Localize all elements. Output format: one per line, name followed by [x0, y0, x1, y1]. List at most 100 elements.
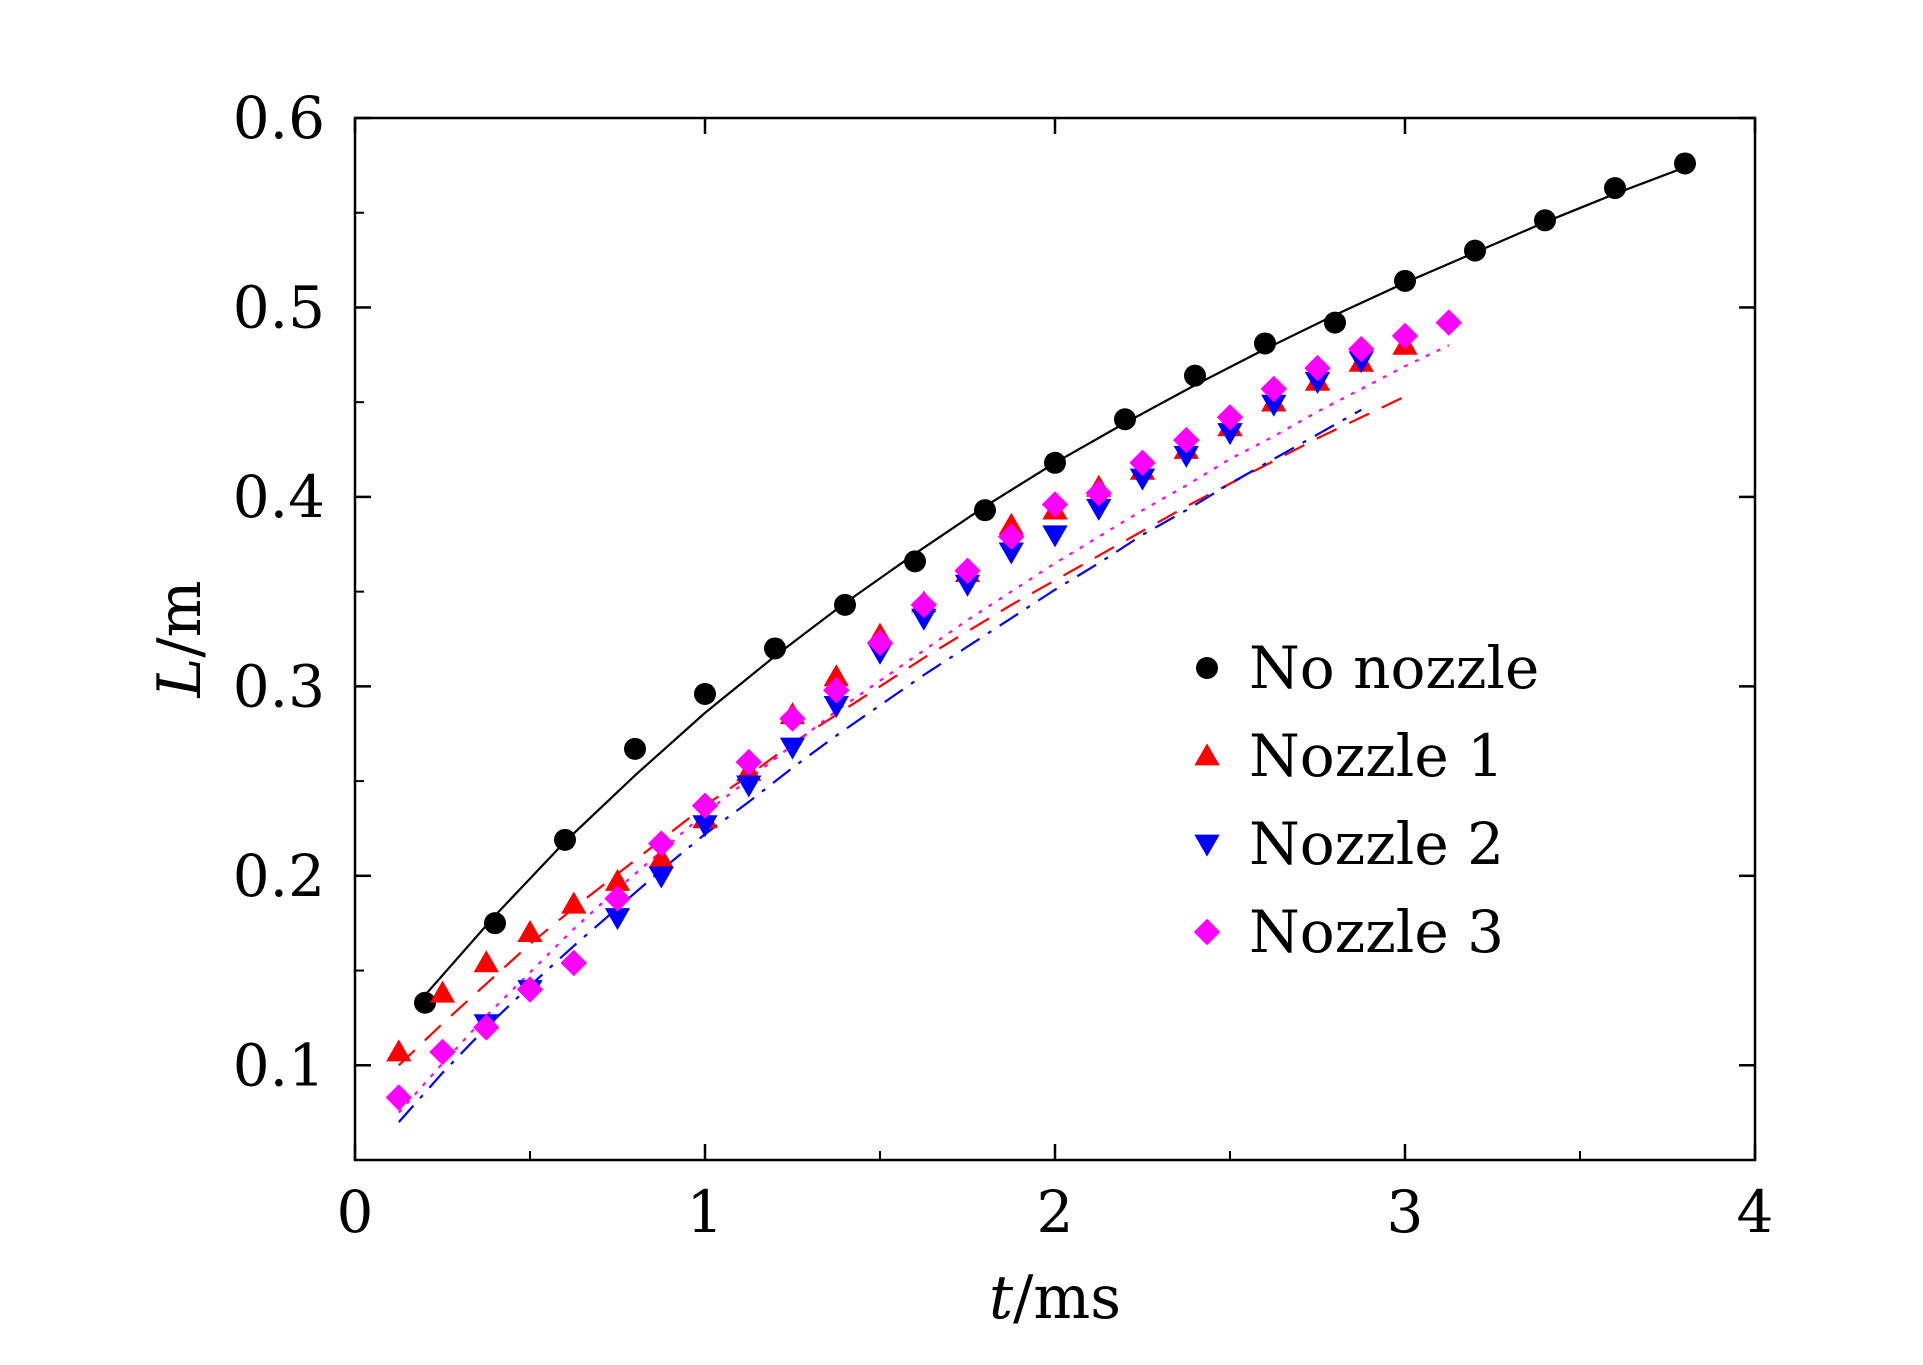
data-point-nozzle-1 — [386, 1039, 412, 1062]
y-tick-label: 0.4 — [233, 463, 325, 531]
data-point-no-nozzle — [484, 912, 506, 935]
data-point-nozzle-2 — [954, 574, 981, 597]
data-point-no-nozzle — [1464, 239, 1486, 262]
data-point-nozzle-3 — [1173, 426, 1200, 454]
data-point-nozzle-3 — [473, 1014, 500, 1041]
legend-item-no-nozzle: No nozzle — [1196, 634, 1539, 702]
data-point-nozzle-3 — [560, 949, 587, 977]
data-point-nozzle-2 — [1042, 525, 1068, 548]
data-point-nozzle-3 — [779, 705, 806, 732]
data-point-nozzle-1 — [561, 891, 587, 914]
data-point-no-nozzle — [1044, 451, 1066, 474]
data-point-nozzle-2 — [1261, 394, 1287, 417]
data-point-no-nozzle — [1604, 177, 1626, 200]
data-point-nozzle-2 — [998, 542, 1024, 565]
data-point-no-nozzle — [1184, 364, 1206, 387]
y-tick-label: 0.5 — [233, 273, 325, 341]
legend-label-nozzle-2: Nozzle 2 — [1249, 810, 1504, 878]
x-tick-label: 1 — [687, 1178, 724, 1246]
y-tick-label: 0.1 — [233, 1031, 325, 1099]
legend-item-nozzle-1: Nozzle 1 — [1194, 722, 1504, 790]
data-point-nozzle-1 — [517, 920, 543, 942]
data-point-no-nozzle — [1254, 332, 1276, 355]
data-point-no-nozzle — [624, 737, 646, 760]
data-point-nozzle-3 — [1304, 354, 1331, 382]
x-tick-label: 0 — [337, 1178, 374, 1246]
y-axis-label: L/m — [145, 581, 215, 699]
data-point-no-nozzle — [694, 682, 716, 705]
data-point-nozzle-3 — [1041, 491, 1069, 518]
fit-line-nozzle-2 — [397, 408, 1362, 1123]
x-axis-label-variable: t — [989, 1263, 1014, 1333]
x-tick-label: 3 — [1387, 1178, 1424, 1246]
data-point-nozzle-2 — [1217, 423, 1243, 446]
legend-marker-no-nozzle — [1196, 657, 1218, 679]
data-point-no-nozzle — [904, 550, 926, 573]
data-point-nozzle-3 — [1085, 479, 1112, 507]
data-point-no-nozzle — [764, 637, 786, 660]
data-point-nozzle-3 — [1391, 322, 1419, 350]
data-point-nozzle-2 — [648, 866, 674, 889]
data-point-nozzle-3 — [604, 885, 631, 912]
legend-label-no-nozzle: No nozzle — [1249, 634, 1539, 702]
data-point-nozzle-3 — [648, 830, 675, 857]
legend-marker-nozzle-2 — [1194, 834, 1220, 857]
data-point-nozzle-2 — [692, 815, 718, 838]
legend-marker-nozzle-1 — [1194, 743, 1220, 766]
data-point-nozzle-3 — [1348, 335, 1375, 363]
legend: No nozzle Nozzle 1 Nozzle 2 Nozzle 3 — [1193, 634, 1539, 966]
data-point-nozzle-3 — [429, 1038, 456, 1066]
x-tick-label: 2 — [1037, 1178, 1074, 1246]
data-point-nozzle-3 — [1129, 449, 1156, 476]
data-point-no-nozzle — [1324, 311, 1346, 334]
data-point-nozzle-3 — [516, 976, 544, 1003]
data-point-no-nozzle — [834, 593, 856, 616]
data-point-no-nozzle — [1534, 209, 1556, 232]
y-axis-label-variable: L — [145, 658, 215, 699]
data-point-nozzle-2 — [1129, 468, 1156, 491]
x-axis-label: t/ms — [989, 1263, 1121, 1333]
data-point-nozzle-1 — [604, 868, 631, 891]
legend-item-nozzle-2: Nozzle 2 — [1194, 810, 1504, 878]
y-axis-label-unit: /m — [145, 581, 215, 658]
x-axis-label-unit: /ms — [1013, 1263, 1121, 1333]
tick-labels-layer: 0 1 2 3 4 0.1 0.2 0.3 0.4 0.5 0.6 — [233, 84, 1774, 1246]
data-point-no-nozzle — [1114, 408, 1136, 431]
legend-label-nozzle-3: Nozzle 3 — [1249, 898, 1504, 966]
data-point-nozzle-2 — [911, 608, 937, 631]
ticks-layer — [353, 116, 1757, 1160]
legend-marker-nozzle-3 — [1193, 918, 1221, 946]
data-point-nozzle-3 — [1435, 309, 1462, 336]
data-point-no-nozzle — [414, 991, 436, 1014]
data-point-no-nozzle — [1674, 152, 1696, 175]
data-point-no-nozzle — [554, 828, 576, 851]
data-point-nozzle-2 — [736, 775, 762, 798]
data-point-nozzle-2 — [604, 908, 631, 931]
data-point-nozzle-3 — [385, 1084, 412, 1111]
series-nozzle-3 — [385, 309, 1462, 1111]
data-point-nozzle-3 — [998, 523, 1025, 550]
markers-layer — [385, 152, 1696, 1111]
series-no-nozzle — [414, 152, 1696, 1014]
data-point-nozzle-3 — [954, 557, 981, 584]
data-point-no-nozzle — [974, 499, 996, 522]
y-tick-label: 0.3 — [233, 652, 325, 720]
data-point-nozzle-3 — [735, 748, 762, 776]
data-point-no-nozzle — [1394, 269, 1416, 292]
data-point-nozzle-2 — [1173, 445, 1199, 468]
data-point-nozzle-3 — [910, 591, 937, 619]
y-tick-label: 0.6 — [233, 84, 325, 152]
data-point-nozzle-1 — [823, 664, 849, 687]
data-point-nozzle-3 — [691, 792, 719, 819]
data-point-nozzle-1 — [473, 950, 499, 973]
data-point-nozzle-3 — [823, 677, 850, 704]
y-tick-label: 0.2 — [233, 842, 325, 910]
data-point-nozzle-2 — [1304, 372, 1331, 394]
data-point-nozzle-3 — [1216, 404, 1244, 431]
fit-line-nozzle-3 — [397, 344, 1450, 1114]
data-point-nozzle-2 — [1086, 498, 1112, 521]
data-point-nozzle-2 — [779, 737, 806, 760]
